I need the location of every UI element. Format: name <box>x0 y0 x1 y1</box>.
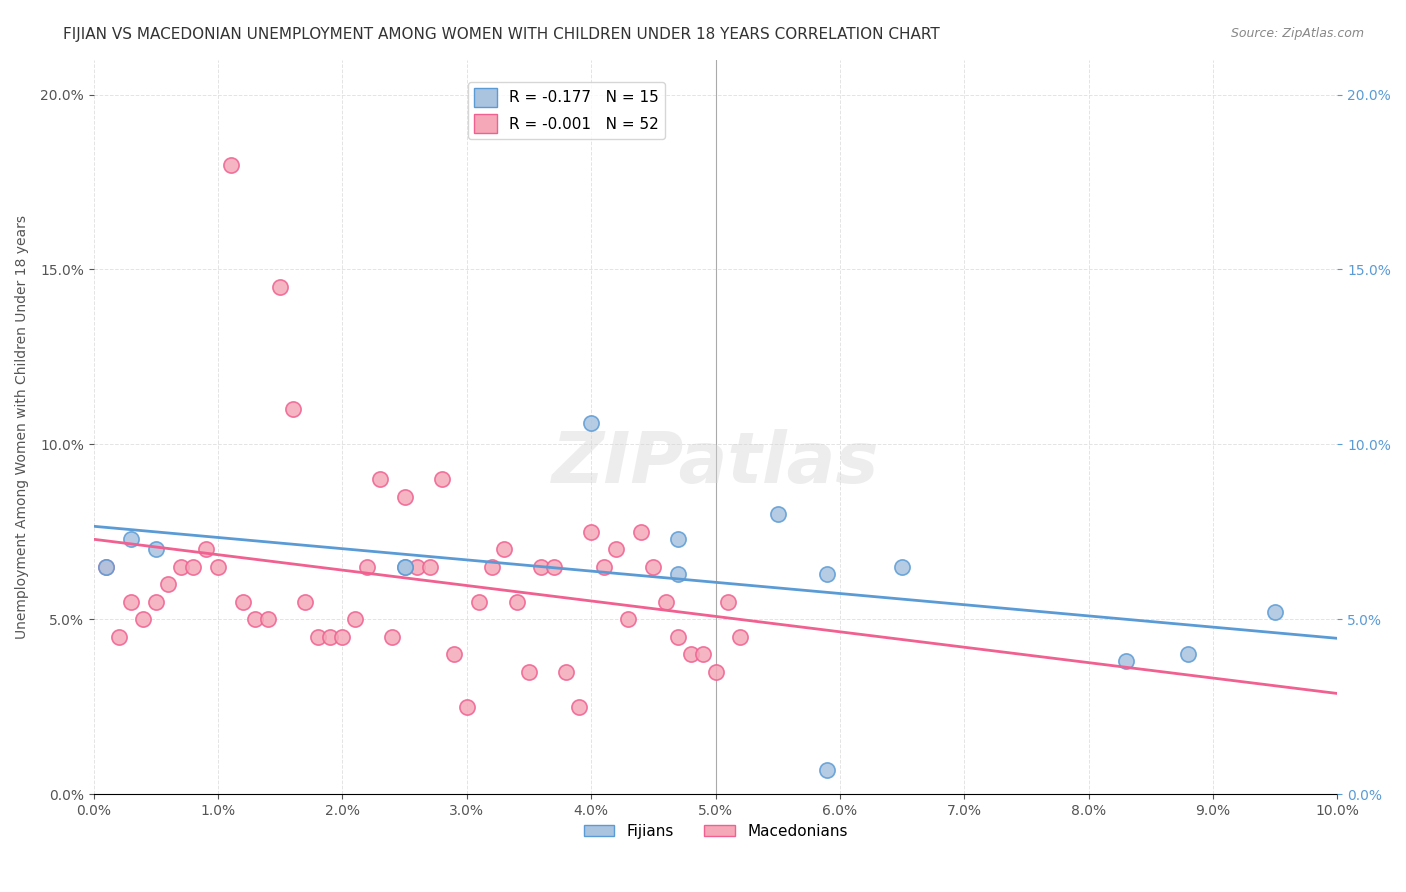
Point <box>1177 647 1199 661</box>
Point <box>406 559 429 574</box>
Point <box>394 559 416 574</box>
Point <box>517 665 540 679</box>
Point <box>730 630 752 644</box>
Point <box>394 559 416 574</box>
Point <box>332 630 354 644</box>
Point <box>568 699 591 714</box>
Point <box>666 630 689 644</box>
Point <box>307 630 329 644</box>
Point <box>343 612 366 626</box>
Point <box>219 157 242 171</box>
Point <box>543 559 565 574</box>
Point <box>181 559 204 574</box>
Point <box>692 647 714 661</box>
Point <box>107 630 129 644</box>
Point <box>356 559 378 574</box>
Point <box>579 417 602 431</box>
Point <box>194 542 217 557</box>
Point <box>170 559 193 574</box>
Point <box>120 532 142 546</box>
Point <box>481 559 503 574</box>
Y-axis label: Unemployment Among Women with Children Under 18 years: Unemployment Among Women with Children U… <box>15 215 30 639</box>
Point <box>319 630 342 644</box>
Point <box>145 595 167 609</box>
Point <box>245 612 267 626</box>
Point <box>207 559 229 574</box>
Point <box>630 524 652 539</box>
Text: FIJIAN VS MACEDONIAN UNEMPLOYMENT AMONG WOMEN WITH CHILDREN UNDER 18 YEARS CORRE: FIJIAN VS MACEDONIAN UNEMPLOYMENT AMONG … <box>63 27 941 42</box>
Point <box>666 532 689 546</box>
Point <box>605 542 627 557</box>
Point <box>368 472 391 486</box>
Point <box>157 577 180 591</box>
Point <box>679 647 702 661</box>
Point <box>145 542 167 557</box>
Point <box>766 507 789 521</box>
Point <box>817 763 839 777</box>
Point <box>666 566 689 581</box>
Point <box>132 612 155 626</box>
Point <box>430 472 453 486</box>
Point <box>891 559 914 574</box>
Text: ZIPatlas: ZIPatlas <box>553 429 879 498</box>
Point <box>120 595 142 609</box>
Point <box>294 595 316 609</box>
Point <box>617 612 640 626</box>
Point <box>443 647 465 661</box>
Point <box>555 665 578 679</box>
Point <box>704 665 727 679</box>
Point <box>394 490 416 504</box>
Point <box>717 595 740 609</box>
Point <box>505 595 527 609</box>
Point <box>94 559 117 574</box>
Text: Source: ZipAtlas.com: Source: ZipAtlas.com <box>1230 27 1364 40</box>
Point <box>592 559 614 574</box>
Point <box>381 630 404 644</box>
Point <box>655 595 678 609</box>
Point <box>269 280 291 294</box>
Point <box>468 595 491 609</box>
Point <box>530 559 553 574</box>
Point <box>1115 654 1137 668</box>
Point <box>494 542 516 557</box>
Point <box>643 559 665 574</box>
Legend: Fijians, Macedonians: Fijians, Macedonians <box>578 818 853 845</box>
Point <box>456 699 478 714</box>
Point <box>1264 605 1286 619</box>
Point <box>281 402 304 417</box>
Point <box>817 566 839 581</box>
Point <box>579 524 602 539</box>
Point <box>418 559 440 574</box>
Point <box>256 612 278 626</box>
Point <box>232 595 254 609</box>
Point <box>94 559 117 574</box>
